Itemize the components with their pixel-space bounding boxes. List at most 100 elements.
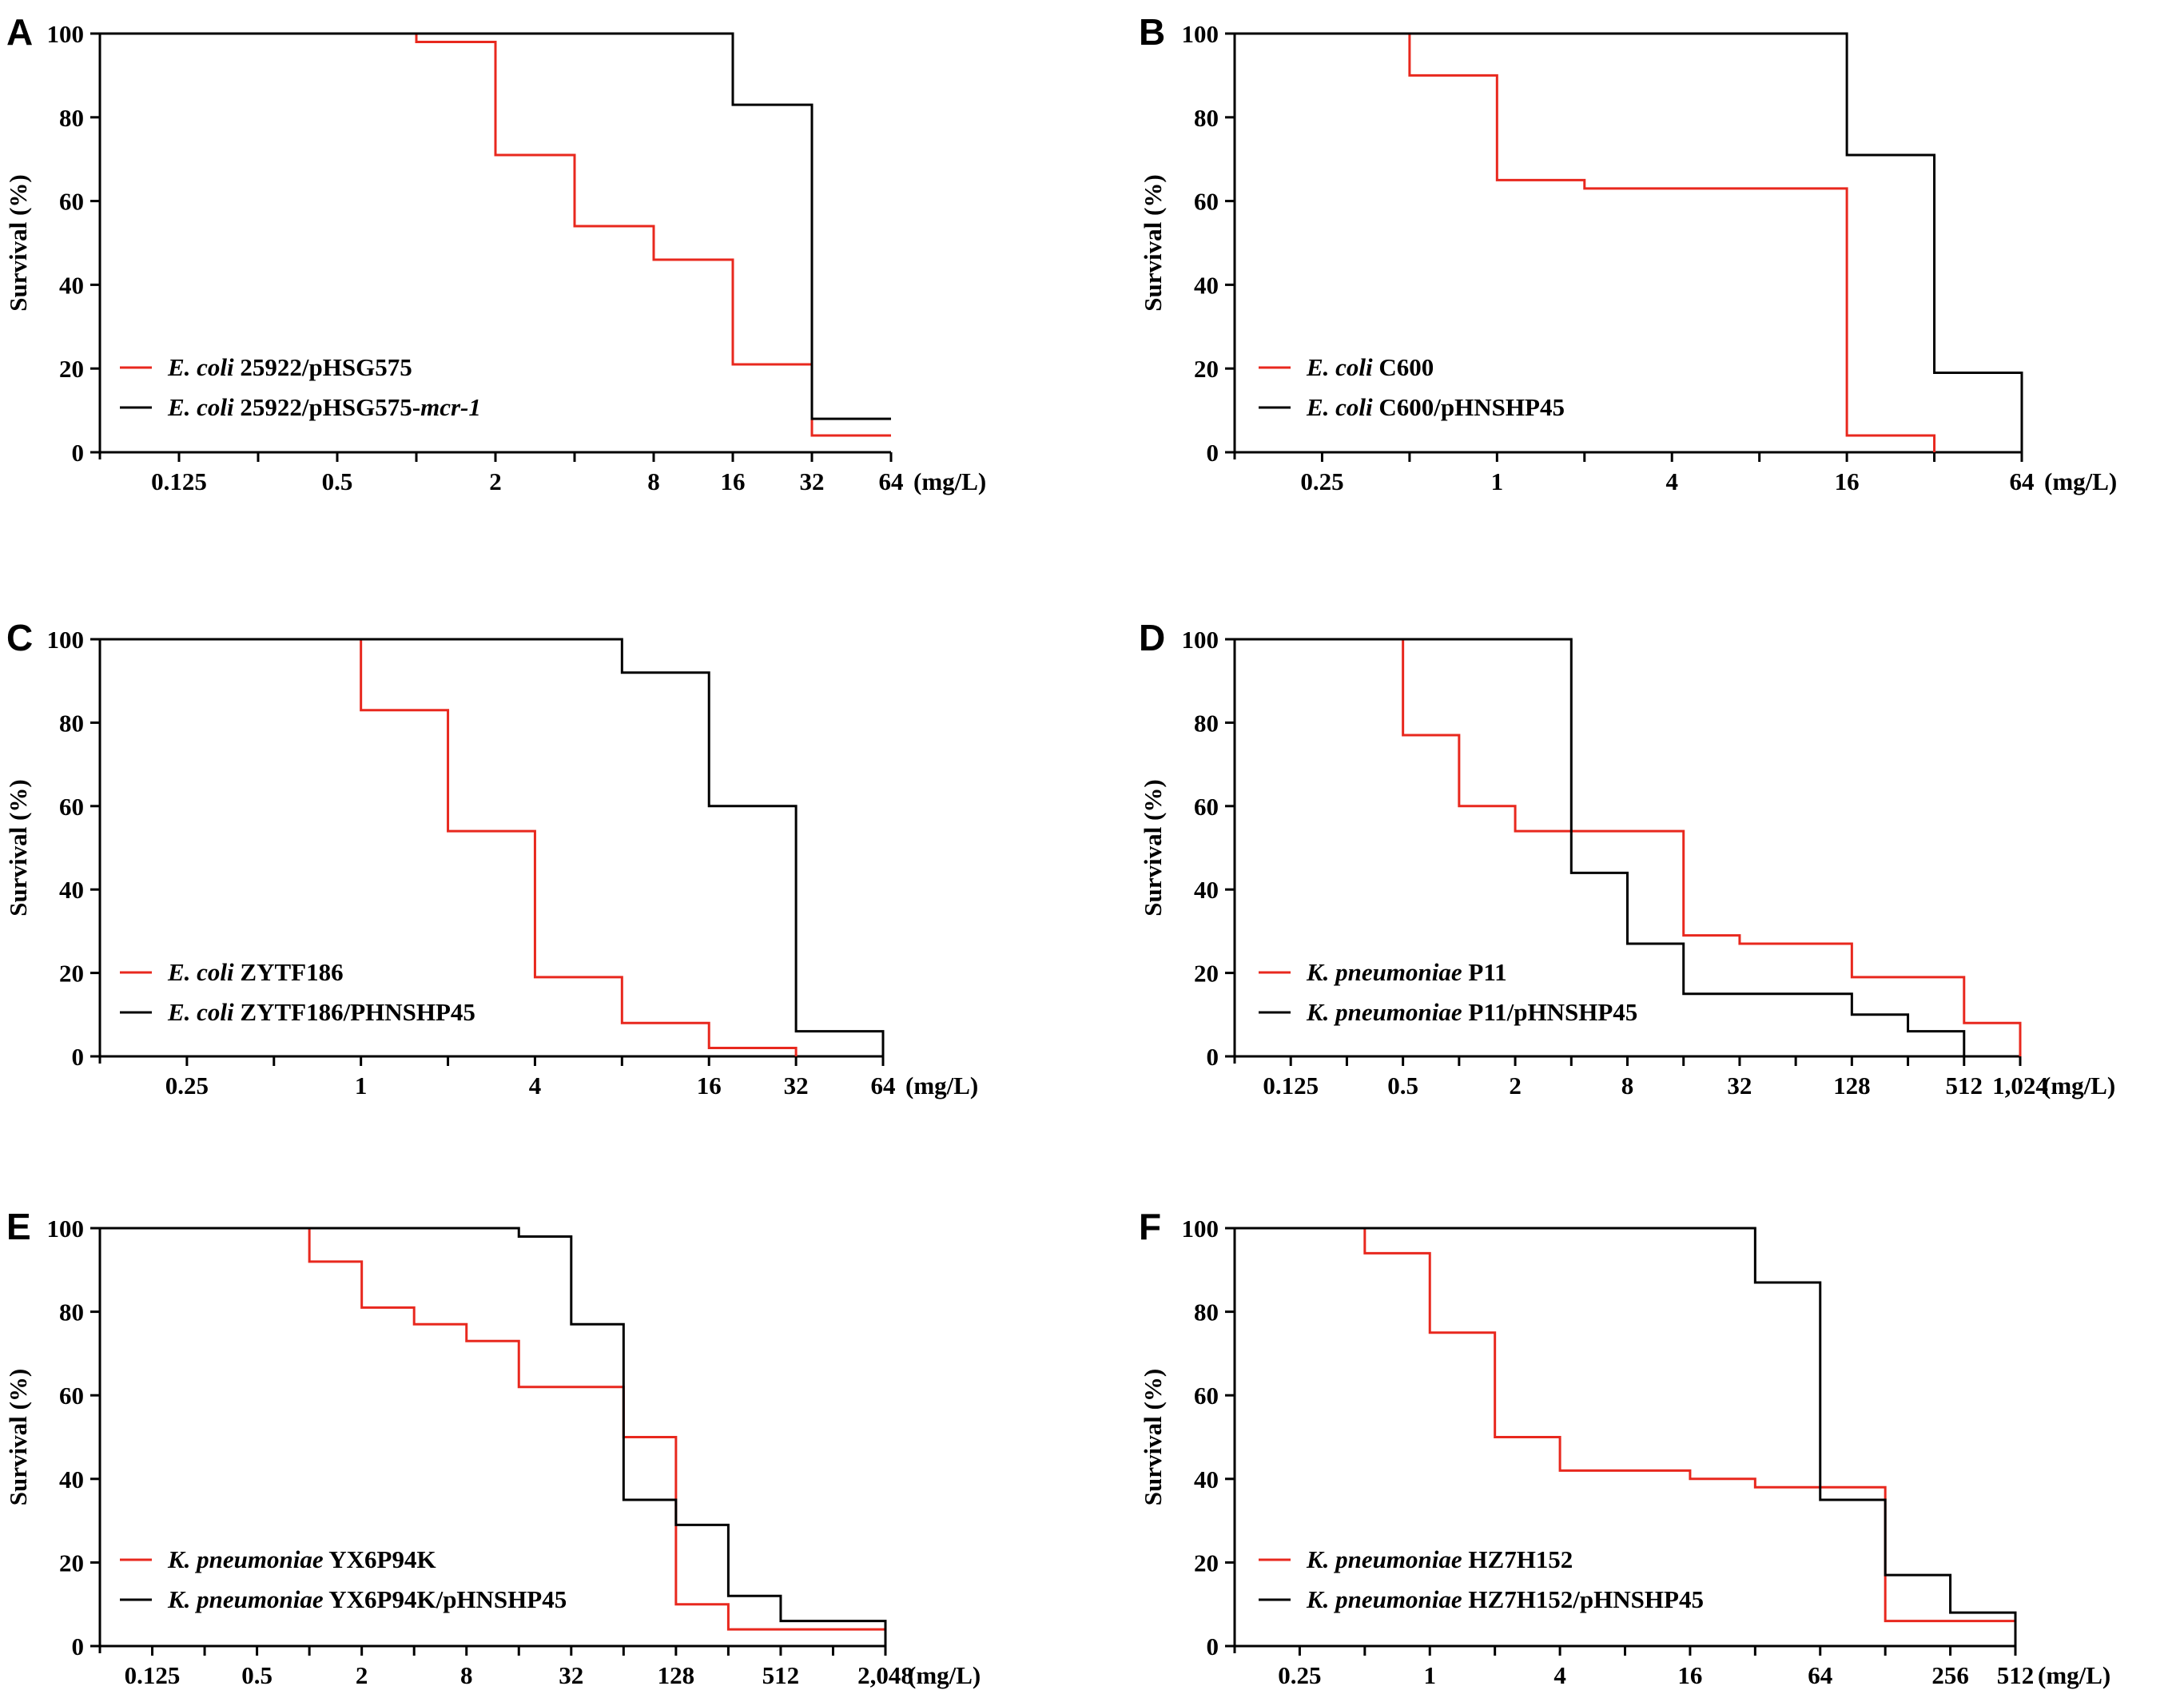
x-tick-label: 1,024	[1992, 1072, 2048, 1100]
legend-strain: YX6P94K/pHNSHP45	[324, 1585, 567, 1613]
legend-species: K. pneumoniae	[1306, 1585, 1462, 1613]
legend-species: E. coli	[1306, 353, 1373, 381]
x-tick-label: 64	[871, 1072, 896, 1100]
panel-letter: F	[1139, 1206, 1161, 1247]
x-tick-label: 4	[1553, 1661, 1566, 1689]
y-tick-label: 100	[47, 20, 85, 48]
y-tick-label: 20	[1194, 960, 1219, 988]
x-tick-label: 64	[2010, 467, 2035, 495]
y-tick-label: 60	[59, 793, 84, 821]
y-axis-title: Survival (%)	[1139, 779, 1167, 916]
series-line-plasmid	[1235, 1227, 2017, 1646]
series-line-control	[100, 32, 891, 437]
panel-c: C 0 20 40 60 80 100 Survival (%) 0.25 1 4 16 32 64 (mg…	[4, 617, 978, 1100]
series-line-control	[100, 1227, 887, 1646]
legend-species: E. coli	[167, 958, 234, 986]
x-tick-label: 16	[1677, 1661, 1702, 1689]
x-tick-label: 8	[647, 467, 660, 495]
y-tick-label: 0	[72, 1632, 85, 1660]
y-tick-label: 60	[1194, 793, 1219, 821]
y-tick-label: 0	[1207, 1043, 1219, 1071]
legend-species: E. coli	[167, 353, 234, 381]
x-tick-label: 8	[1621, 1072, 1634, 1100]
x-tick-label: 4	[1665, 467, 1678, 495]
legend-strain: 25922/pHSG575	[234, 353, 412, 381]
panel-b: B 0 20 40 60 80 100 Survival (%) 0.25 1 4 16 64 (mg/L…	[1139, 11, 2117, 495]
x-tick-label: 128	[1833, 1072, 1871, 1100]
x-unit-label: (mg/L)	[2038, 1661, 2110, 1689]
y-tick-label: 0	[1207, 439, 1219, 467]
legend-label: K. pneumoniae YX6P94K/pHNSHP45	[167, 1585, 567, 1613]
y-tick-label: 40	[1194, 876, 1219, 904]
x-tick-label: 16	[1835, 467, 1860, 495]
x-tick-label: 2	[1509, 1072, 1522, 1100]
x-tick-label: 64	[879, 467, 904, 495]
y-tick-label: 20	[59, 355, 84, 383]
y-tick-label: 40	[59, 876, 84, 904]
y-axis-title: Survival (%)	[4, 779, 32, 916]
y-tick-label: 100	[1182, 20, 1219, 48]
y-tick-label: 0	[1207, 1632, 1219, 1660]
x-tick-label: 0.5	[1387, 1072, 1418, 1100]
x-tick-label: 2	[489, 467, 502, 495]
x-tick-label: 32	[784, 1072, 809, 1100]
legend-label: E. coli C600	[1306, 353, 1434, 381]
y-tick-label: 20	[59, 960, 84, 988]
x-unit-label: (mg/L)	[913, 467, 986, 495]
legend-label: E. coli C600/pHNSHP45	[1306, 393, 1565, 421]
legend-strain: P11	[1462, 958, 1507, 986]
x-tick-label: 0.5	[241, 1661, 273, 1689]
x-tick-label: 32	[559, 1661, 583, 1689]
y-tick-label: 100	[1182, 626, 1219, 654]
x-tick-label: 8	[460, 1661, 473, 1689]
y-axis-title: Survival (%)	[1139, 174, 1167, 311]
x-tick-label: 512	[1946, 1072, 1983, 1100]
legend-strain: HZ7H152/pHNSHP45	[1462, 1585, 1704, 1613]
legend-species: K. pneumoniae	[1306, 1545, 1462, 1573]
y-tick-label: 40	[59, 271, 84, 299]
series-line-control	[1235, 32, 1936, 452]
x-tick-label: 1	[355, 1072, 368, 1100]
panel-e: E 0 20 40 60 80 100 Survival (%) 0.125 0.5 2 8 32 128…	[4, 1206, 981, 1689]
panel-letter: E	[6, 1206, 31, 1247]
legend-species: K. pneumoniae	[167, 1585, 324, 1613]
x-tick-label: 32	[1727, 1072, 1752, 1100]
x-tick-label: 1	[1491, 467, 1504, 495]
y-axis-title: Survival (%)	[1139, 1369, 1167, 1505]
panel-letter: B	[1139, 11, 1165, 53]
x-unit-label: (mg/L)	[2043, 1072, 2115, 1100]
panel-a: A 0 20 40 60 80 100 Survival (%) 0.125 0.5 2 8 16 32 6…	[4, 11, 986, 495]
legend-species: K. pneumoniae	[1306, 998, 1462, 1026]
y-tick-label: 20	[59, 1549, 84, 1577]
x-tick-label: 64	[1808, 1661, 1832, 1689]
y-tick-label: 60	[59, 188, 84, 216]
legend-label: E. coli ZYTF186	[167, 958, 344, 986]
legend-strain: YX6P94K	[324, 1545, 436, 1573]
legend-species: K. pneumoniae	[1306, 958, 1462, 986]
legend-strain: C600	[1373, 353, 1434, 381]
x-tick-label: 0.25	[1278, 1661, 1321, 1689]
legend-strain: ZYTF186	[234, 958, 344, 986]
x-tick-label: 256	[1931, 1661, 1969, 1689]
panel-d: D 0 20 40 60 80 100 Survival (%) 0.125 0.5 2 8 32 128…	[1139, 617, 2115, 1100]
series-line-control	[1235, 1227, 2017, 1646]
series-line-control	[1235, 638, 2022, 1056]
panel-letter: A	[6, 11, 33, 53]
y-tick-label: 60	[1194, 1382, 1219, 1410]
y-axis-title: Survival (%)	[4, 1369, 32, 1505]
x-tick-label: 0.125	[151, 467, 207, 495]
legend-strain: ZYTF186/PHNSHP45	[234, 998, 475, 1026]
series-line-plasmid	[100, 32, 891, 420]
legend-strain: HZ7H152	[1462, 1545, 1573, 1573]
y-tick-label: 100	[1182, 1215, 1219, 1243]
x-tick-label: 0.25	[165, 1072, 209, 1100]
y-tick-label: 80	[59, 709, 84, 737]
y-tick-label: 80	[1194, 709, 1219, 737]
legend-species: K. pneumoniae	[167, 1545, 324, 1573]
legend-species: E. coli	[167, 393, 234, 421]
panel-letter: D	[1139, 617, 1165, 658]
legend-label: K. pneumoniae P11	[1306, 958, 1507, 986]
legend-gene: mcr-1	[420, 393, 481, 421]
y-tick-label: 40	[1194, 271, 1219, 299]
